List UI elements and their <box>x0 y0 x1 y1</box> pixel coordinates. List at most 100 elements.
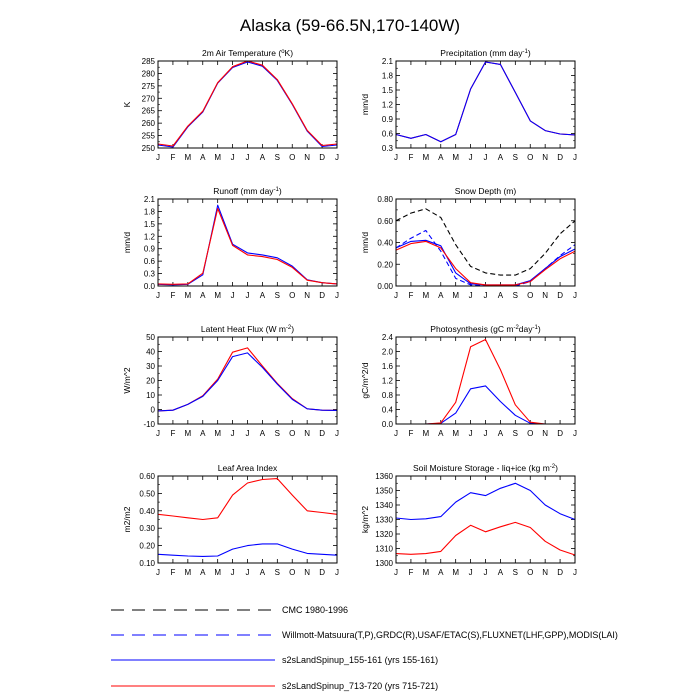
y-tick-label: 0.0 <box>382 420 394 429</box>
x-tick-label: F <box>170 568 175 577</box>
x-tick-label: J <box>335 429 339 438</box>
panel-title-text: Latent Heat Flux (W m <box>201 324 286 334</box>
y-axis-label: gC/m^2/d <box>360 362 370 398</box>
y-tick-label: 0.0 <box>144 282 156 291</box>
plot-frame <box>395 336 576 425</box>
x-tick-label: J <box>394 153 398 162</box>
x-tick-label: S <box>513 429 518 438</box>
x-tick-label: F <box>408 568 413 577</box>
x-tick-label: S <box>275 429 280 438</box>
x-tick-label: J <box>156 153 160 162</box>
x-tick-label: J <box>231 291 235 300</box>
chart-panel-3: Runoff (mm day-1) mm/d 0.0 0.3 0.6 0.9 1.2 1.5 1… <box>122 186 339 300</box>
x-tick-label: M <box>214 153 221 162</box>
x-tick-label: M <box>184 153 191 162</box>
x-tick-label: A <box>498 429 504 438</box>
x-tick-label: D <box>557 291 563 300</box>
y-tick-label: 20 <box>146 377 155 386</box>
series-line <box>395 61 576 143</box>
x-tick-label: J <box>469 429 473 438</box>
panel-title-tail: ) <box>528 48 531 58</box>
x-tick-label: O <box>527 153 533 162</box>
x-tick-label: A <box>260 291 266 300</box>
series-line <box>157 478 338 521</box>
y-tick-label: 275 <box>142 82 156 91</box>
x-tick-label: A <box>200 291 206 300</box>
y-tick-label: 0.6 <box>144 257 156 266</box>
y-tick-label: 255 <box>142 132 156 141</box>
series-line <box>157 207 338 285</box>
y-axis-label: mm/d <box>360 232 370 254</box>
x-tick-label: S <box>513 153 518 162</box>
y-tick-label: 1.5 <box>382 86 394 95</box>
x-tick-label: F <box>408 153 413 162</box>
x-tick-label: M <box>422 429 429 438</box>
x-tick-label: J <box>156 568 160 577</box>
panel-title: Soil Moisture Storage - liq+ice (kg m-2) <box>413 463 558 473</box>
panel-title: Latent Heat Flux (W m-2) <box>201 324 294 334</box>
y-tick-label: 0.20 <box>139 542 155 551</box>
x-tick-label: M <box>422 291 429 300</box>
x-tick-label: M <box>452 568 459 577</box>
y-tick-label: 1.8 <box>144 207 156 216</box>
y-tick-label: 0.8 <box>382 391 394 400</box>
x-tick-label: M <box>422 568 429 577</box>
y-tick-label: 50 <box>146 333 155 342</box>
x-tick-label: S <box>275 291 280 300</box>
panel-title: Runoff (mm day-1) <box>213 186 282 196</box>
panel-title-text: Precipitation (mm day <box>440 48 523 58</box>
series-line <box>395 61 576 143</box>
x-tick-label: S <box>275 153 280 162</box>
chart-panel-2: Precipitation (mm day-1) mm/d 0.3 0.6 0.9 1.2… <box>360 48 577 162</box>
y-tick-label: 265 <box>142 107 156 116</box>
panel-title: Photosynthesis (gC m-2day-1) <box>430 324 541 334</box>
x-tick-label: A <box>438 291 444 300</box>
x-tick-label: J <box>246 429 250 438</box>
x-tick-label: N <box>542 153 548 162</box>
chart-panel-5: Latent Heat Flux (W m-2) W/m^2 -10 0 10 20 30 4… <box>122 324 339 438</box>
y-tick-label: 1.5 <box>144 220 156 229</box>
panel-title-sup: -1 <box>523 49 529 55</box>
x-tick-label: J <box>156 429 160 438</box>
x-tick-label: M <box>184 429 191 438</box>
y-tick-label: 1320 <box>375 530 393 539</box>
x-tick-label: J <box>469 291 473 300</box>
legend-label: CMC 1980-1996 <box>282 605 348 615</box>
panel-title-sup: -2 <box>550 464 556 470</box>
panel-title-tail: ) <box>538 324 541 334</box>
panel-title: Snow Depth (m) <box>455 186 517 196</box>
x-tick-label: N <box>304 291 310 300</box>
x-tick-label: F <box>408 291 413 300</box>
x-tick-label: A <box>498 291 504 300</box>
x-tick-label: A <box>438 568 444 577</box>
y-tick-label: 2.0 <box>382 348 394 357</box>
x-tick-label: O <box>527 568 533 577</box>
x-tick-label: J <box>484 291 488 300</box>
x-tick-label: D <box>319 291 325 300</box>
y-tick-label: 1310 <box>375 545 393 554</box>
y-tick-label: 30 <box>146 362 155 371</box>
plot-frame <box>395 60 576 149</box>
y-tick-label: 1.6 <box>382 362 394 371</box>
y-tick-label: 270 <box>142 94 156 103</box>
x-tick-label: J <box>573 153 577 162</box>
x-tick-label: M <box>422 153 429 162</box>
x-tick-label: J <box>231 153 235 162</box>
y-tick-label: 2.1 <box>382 57 394 66</box>
y-tick-label: 0.9 <box>382 115 394 124</box>
x-tick-label: N <box>542 568 548 577</box>
legend-label: Willmott-Matsuura(T,P),GRDC(R),USAF/ETAC… <box>282 630 618 640</box>
x-tick-label: J <box>394 568 398 577</box>
panel-title-sup: o <box>281 49 285 55</box>
panel-title-tail: ) <box>555 463 558 473</box>
x-tick-label: N <box>304 429 310 438</box>
series-line <box>395 239 576 286</box>
y-tick-label: 0.40 <box>139 507 155 516</box>
plot-frame <box>395 198 576 287</box>
x-tick-label: J <box>231 568 235 577</box>
y-tick-label: 1300 <box>375 559 393 568</box>
x-tick-label: M <box>214 429 221 438</box>
y-tick-label: 0.3 <box>382 144 394 153</box>
series-line <box>157 347 338 412</box>
